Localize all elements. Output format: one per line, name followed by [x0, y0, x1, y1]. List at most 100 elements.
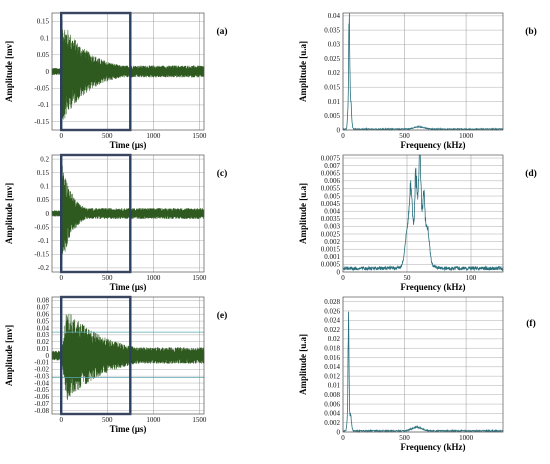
y-tick-label: -0.15: [34, 251, 49, 259]
y-tick-label: 0.07: [37, 304, 50, 312]
x-tick-label: 0: [59, 132, 63, 140]
y-tick-label: 0.01: [328, 382, 341, 390]
y-tick-label: 0.01: [37, 345, 50, 353]
y-axis-label: Amplitude [mv]: [4, 41, 14, 102]
y-tick-label: -0.01: [34, 359, 49, 367]
y-tick-label: 0: [337, 126, 341, 134]
y-axis-label: Amplitude [u.a]: [298, 183, 308, 244]
y-tick-label: 0.002: [324, 419, 340, 427]
y-tick-label: 0.005: [324, 192, 340, 200]
y-tick-label: 0.022: [324, 326, 340, 334]
y-tick-label: 0.05: [37, 196, 50, 204]
x-tick-label: 1000: [146, 416, 161, 424]
y-tick-label: 0.05: [37, 51, 50, 59]
y-tick-label: -0.05: [34, 85, 49, 93]
series-line: [342, 154, 504, 272]
x-axis-label: Time (µs): [110, 424, 147, 434]
y-tick-label: -0.1: [38, 237, 50, 245]
y-tick-label: 0.016: [324, 354, 340, 362]
y-tick-label: 0: [337, 428, 341, 436]
y-tick-label: 0: [46, 68, 50, 76]
plot-frame: [51, 12, 205, 131]
y-tick-label: 0.06: [37, 311, 50, 319]
y-tick-label: 0.2: [40, 155, 49, 163]
y-tick-label: 0.014: [324, 363, 340, 371]
x-tick-label: 0: [59, 274, 63, 282]
plot-area: [343, 297, 503, 432]
x-tick-label: 500: [102, 274, 113, 282]
y-tick-label: 0.15: [37, 18, 50, 26]
y-tick-label: 0.02: [37, 338, 50, 346]
panel-label: (e): [217, 310, 228, 321]
x-axis-label: Time (µs): [110, 140, 147, 150]
x-tick-label: 0: [341, 132, 345, 140]
y-tick-label: 0.005: [324, 112, 340, 120]
y-axis-label: Amplitude [u.a]: [298, 334, 308, 395]
x-tick-label: 50: [404, 274, 412, 282]
y-tick-label: -0.05: [34, 386, 49, 394]
x-tick-label: 100: [466, 274, 477, 282]
panel-label: (a): [216, 26, 227, 37]
series-line: [51, 19, 205, 120]
x-tick-label: 1000: [146, 274, 161, 282]
x-axis-label: Frequency (kHz): [400, 442, 465, 452]
y-tick-label: 0.0045: [321, 200, 341, 208]
y-tick-label: 0.002: [324, 238, 340, 246]
y-tick-label: 0.03: [328, 41, 341, 49]
y-tick-label: 0.0055: [321, 185, 341, 193]
y-tick-label: 0: [46, 210, 50, 218]
plot-frame: [342, 154, 504, 273]
x-tick-label: 0: [59, 416, 63, 424]
x-axis-label: Time (µs): [110, 282, 147, 292]
y-tick-label: 0.05: [37, 317, 50, 325]
y-tick-label: 0.001: [324, 253, 340, 261]
y-tick-label: 0.0075: [321, 154, 341, 162]
panel-label: (b): [525, 26, 537, 37]
plot-frame: [51, 154, 205, 273]
y-tick-label: -0.03: [34, 372, 49, 380]
x-tick-label: 1000: [459, 434, 474, 442]
y-tick-label: 0.004: [324, 208, 340, 216]
y-axis-label: Amplitude [u.a]: [298, 41, 308, 102]
panel-label: (f): [526, 318, 536, 329]
y-tick-label: 0.04: [328, 12, 341, 20]
y-tick-label: 0.04: [37, 324, 50, 332]
y-tick-label: -0.2: [38, 264, 50, 272]
y-tick-label: 0.0005: [321, 261, 341, 269]
y-axis-label: Amplitude [mv]: [4, 183, 14, 244]
x-tick-label: 500: [102, 132, 113, 140]
x-tick-label: 500: [399, 434, 410, 442]
plot-frame: [342, 12, 504, 131]
plot-frame: [51, 296, 205, 415]
x-tick-label: 500: [399, 132, 410, 140]
plot-frame: [342, 296, 504, 433]
panel-e: 0 500 1000 1500 0.080.070.060.050.040.030.02…: [4, 295, 228, 434]
panel-label: (c): [217, 168, 228, 179]
x-tick-label: 1500: [192, 132, 207, 140]
y-tick-label: 0.015: [324, 83, 340, 91]
y-tick-label: 0.024: [324, 317, 340, 325]
y-tick-label: 0.026: [324, 307, 340, 315]
x-tick-label: 1000: [459, 132, 474, 140]
series-line: [342, 311, 504, 433]
x-tick-label: 1000: [146, 132, 161, 140]
panel-c: 0 500 1000 1500 0.2 0.15 0.1 0.05 0 -0.05 -0.1 -0.1…: [4, 153, 228, 292]
y-tick-label: 0.028: [324, 298, 340, 306]
x-tick-label: 0: [341, 274, 345, 282]
x-axis-label: Frequency (kHz): [400, 282, 465, 292]
y-tick-label: 0.0015: [321, 246, 341, 254]
y-tick-label: 0.007: [324, 162, 340, 170]
y-tick-label: -0.07: [34, 400, 49, 408]
y-tick-label: 0.1: [40, 183, 49, 191]
y-tick-label: 0.02: [328, 335, 341, 343]
y-tick-label: -0.1: [38, 101, 50, 109]
gridlines: [342, 297, 503, 433]
y-tick-label: -0.08: [34, 407, 49, 415]
panel-f: 0 500 10000.0280.0260.0240.0220.020.0180.0…: [298, 296, 536, 452]
y-tick-label: -0.05: [34, 223, 49, 231]
y-tick-label: -0.04: [34, 379, 49, 387]
y-tick-label: 0.003: [324, 223, 340, 231]
y-tick-label: 0.006: [324, 177, 340, 185]
y-tick-label: -0.02: [34, 366, 49, 374]
